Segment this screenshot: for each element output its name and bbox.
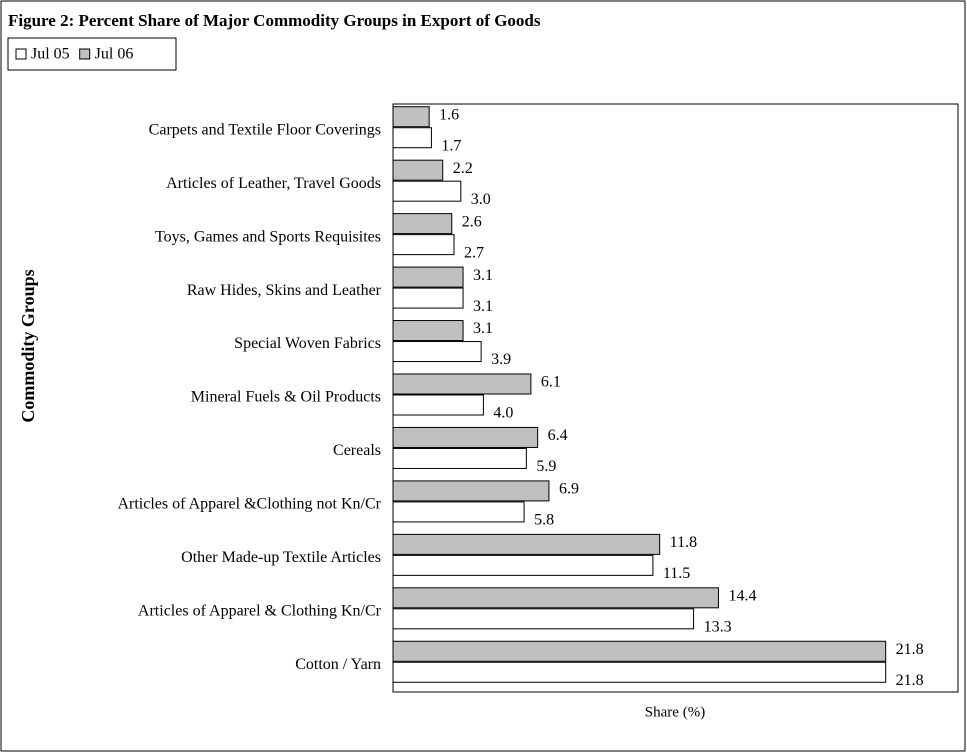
bar [392,587,719,609]
bar [392,341,482,363]
y-tick-label: Special Woven Fabrics [234,335,381,352]
data-label: 3.0 [471,191,491,208]
bar [392,234,455,256]
legend-swatch [15,48,27,60]
bar [392,106,430,128]
y-tick-label: Cereals [333,442,381,459]
data-label: 1.7 [441,137,461,154]
data-label: 2.2 [453,160,473,177]
data-label: 14.4 [728,587,756,604]
bar [392,127,432,149]
bar [392,320,464,342]
data-label: 4.0 [493,405,513,422]
bar [392,533,661,555]
y-tick-label: Cotton / Yarn [295,656,381,673]
bar [392,640,887,662]
bar [392,501,525,523]
bar [392,554,654,576]
bar [392,373,532,395]
data-label: 21.8 [896,641,924,658]
bar [392,480,550,502]
bar [392,608,695,630]
data-label: 11.5 [663,565,690,582]
y-tick-label: Carpets and Textile Floor Coverings [149,121,381,138]
bar [392,213,453,235]
data-label: 2.6 [462,213,482,230]
data-label: 21.8 [896,672,924,689]
bar [392,159,444,181]
legend-label: Jul 05 [31,46,70,63]
data-label: 3.1 [473,267,493,284]
data-label: 6.4 [548,427,568,444]
chart-title: Figure 2: Percent Share of Major Commodi… [8,11,541,30]
bar [392,447,527,469]
data-label: 13.3 [704,618,732,635]
bar [392,287,464,309]
bar [392,426,539,448]
legend-swatch [79,48,91,60]
data-label: 5.9 [536,458,556,475]
y-tick-label: Raw Hides, Skins and Leather [187,282,382,299]
data-label: 6.9 [559,481,579,498]
x-axis-label: Share (%) [645,704,705,720]
y-tick-label: Toys, Games and Sports Requisites [155,228,381,245]
legend-box [7,37,177,71]
y-axis-label: Commodity Groups [18,269,38,422]
bar [392,661,887,683]
bar [392,180,462,202]
data-label: 5.8 [534,512,554,529]
y-tick-label: Articles of Leather, Travel Goods [166,175,381,192]
data-label: 3.1 [473,320,493,337]
data-label: 3.9 [491,351,511,368]
data-label: 6.1 [541,374,561,391]
bar [392,266,464,288]
y-tick-label: Articles of Apparel &Clothing not Kn/Cr [117,496,381,513]
legend-label: Jul 06 [95,46,134,63]
data-label: 3.1 [473,298,493,315]
y-tick-label: Articles of Apparel & Clothing Kn/Cr [138,602,382,619]
data-label: 1.6 [439,106,459,123]
data-label: 11.8 [670,534,697,551]
bar [392,394,484,416]
y-tick-label: Mineral Fuels & Oil Products [191,389,381,406]
data-label: 2.7 [464,244,484,261]
y-tick-label: Other Made-up Textile Articles [181,549,381,566]
